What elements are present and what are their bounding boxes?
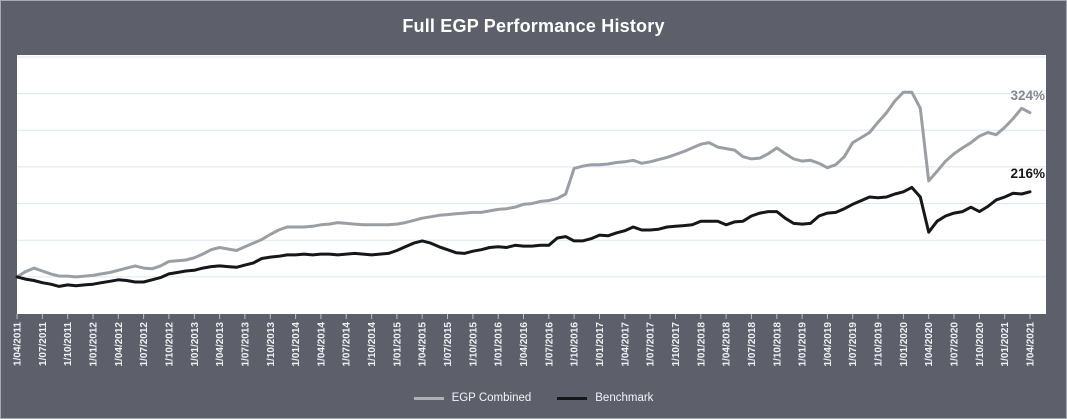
x-axis-tick-label: 1/01/2016 — [494, 322, 505, 367]
x-axis-tick-label: 1/04/2017 — [620, 322, 631, 367]
x-axis-tick-label: 1/01/2017 — [595, 322, 606, 367]
x-axis-tick-label: 1/07/2017 — [646, 322, 657, 367]
x-axis-tick-label: 1/04/2015 — [418, 322, 429, 367]
x-axis-tick-label: 1/10/2011 — [63, 322, 74, 366]
x-axis-tick-label: 1/10/2020 — [975, 322, 986, 367]
x-axis-tick-label: 1/01/2013 — [190, 322, 201, 367]
x-axis-tick-label: 1/07/2018 — [747, 322, 758, 367]
x-axis-tick-label: 1/04/2013 — [215, 322, 226, 367]
chart-title: Full EGP Performance History — [402, 15, 665, 36]
x-axis-tick-label: 1/04/2014 — [316, 322, 327, 367]
x-axis-tick-label: 1/10/2013 — [266, 322, 277, 367]
x-axis-tick-label: 1/01/2018 — [696, 322, 707, 367]
x-axis-tick-label: 1/10/2018 — [772, 322, 783, 367]
x-axis-tick-label: 1/04/2020 — [924, 322, 935, 367]
x-axis-tick-label: 1/10/2019 — [874, 322, 885, 367]
x-axis-tick-label: 1/04/2019 — [823, 322, 834, 367]
x-axis-tick-label: 1/04/2012 — [114, 322, 125, 367]
x-axis-tick-label: 1/01/2020 — [899, 322, 910, 367]
x-axis-tick-label: 1/01/2019 — [798, 322, 809, 367]
x-axis-tick-label: 1/07/2011 — [38, 322, 49, 366]
legend-item-benchmark: Benchmark — [557, 392, 653, 404]
x-axis-tick-label: 1/07/2016 — [544, 322, 555, 367]
x-axis-tick-label: 1/01/2012 — [89, 322, 100, 367]
benchmark-line-swatch — [557, 396, 588, 400]
egp-combined-final-value-label: 324% — [1010, 88, 1045, 103]
benchmark-final-value-label: 216% — [1010, 166, 1045, 181]
legend-label-benchmark: Benchmark — [595, 392, 654, 404]
x-axis-tick-label: 1/10/2016 — [570, 322, 581, 367]
legend-item-egp-combined: EGP Combined — [413, 392, 532, 404]
x-axis-tick-label: 1/04/2016 — [519, 322, 530, 367]
x-axis-tick-label: 1/07/2015 — [443, 322, 454, 367]
x-axis-tick-label: 1/10/2015 — [468, 322, 479, 367]
x-axis-tick-label: 1/10/2012 — [164, 322, 175, 367]
legend-label-egp-combined: EGP Combined — [451, 392, 532, 404]
x-axis-tick-label: 1/07/2014 — [342, 322, 353, 367]
chart-legend: EGP Combined Benchmark — [0, 390, 1067, 406]
x-axis-tick-label: 1/01/2015 — [392, 322, 403, 367]
x-axis-tick-label: 1/04/2011 — [13, 322, 24, 366]
x-axis-tick-label: 1/04/2021 — [1026, 322, 1037, 367]
x-axis-tick-label: 1/04/2018 — [722, 322, 733, 367]
x-axis-tick-label: 1/10/2014 — [367, 322, 378, 367]
x-axis-tick-label: 1/07/2013 — [240, 322, 251, 367]
x-axis-tick-label: 1/10/2017 — [671, 322, 682, 367]
x-axis-tick-label: 1/01/2021 — [1000, 322, 1011, 367]
x-axis-tick-label: 1/07/2012 — [139, 322, 150, 367]
x-axis-tick-label: 1/07/2019 — [848, 322, 859, 367]
x-axis-tick-label: 1/01/2014 — [291, 322, 302, 367]
x-axis-tick-label: 1/07/2020 — [950, 322, 961, 367]
plot-area — [17, 55, 1046, 314]
egp-combined-line-swatch — [413, 396, 444, 400]
